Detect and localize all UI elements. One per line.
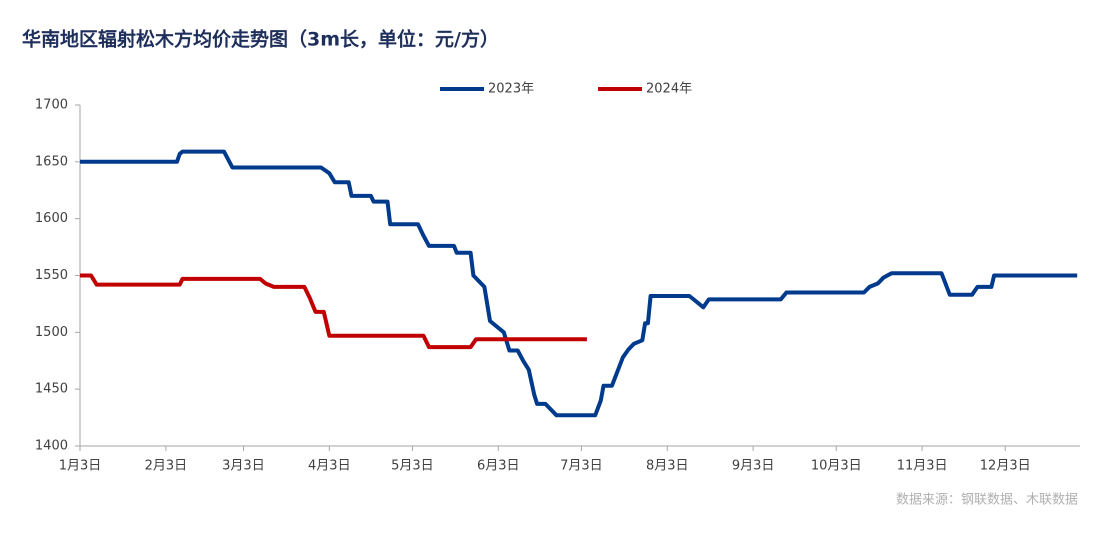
x-tick-label: 6月3日: [477, 459, 520, 474]
x-tick-label: 2月3日: [145, 459, 188, 474]
y-tick-label: 1550: [35, 268, 68, 283]
x-tick-label: 8月3日: [646, 459, 689, 474]
x-tick-label: 5月3日: [391, 459, 434, 474]
x-tick-label: 11月3日: [897, 459, 948, 474]
y-tick-label: 1700: [35, 98, 68, 113]
legend-label: 2023年: [488, 82, 534, 97]
y-tick-label: 1650: [35, 154, 68, 169]
chart-title: 华南地区辐射松木方均价走势图（3m长，单位：元/方）: [22, 28, 499, 51]
x-tick-label: 4月3日: [308, 459, 351, 474]
y-tick-label: 1450: [35, 382, 68, 397]
data-line: [80, 273, 587, 350]
y-tick-label: 1500: [35, 325, 68, 340]
x-tick-label: 12月3日: [980, 459, 1031, 474]
x-tick-label: 7月3日: [560, 459, 603, 474]
y-tick-label: 1600: [35, 211, 68, 226]
data-line: [80, 149, 1078, 418]
legend-label: 2024年: [646, 82, 692, 97]
source-note: 数据来源：钢联数据、木联数据: [896, 493, 1078, 508]
y-tick-label: 1400: [35, 439, 68, 454]
x-tick-label: 1月3日: [59, 459, 102, 474]
x-tick-label: 9月3日: [732, 459, 775, 474]
x-tick-label: 10月3日: [811, 459, 862, 474]
x-tick-label: 3月3日: [222, 459, 265, 474]
